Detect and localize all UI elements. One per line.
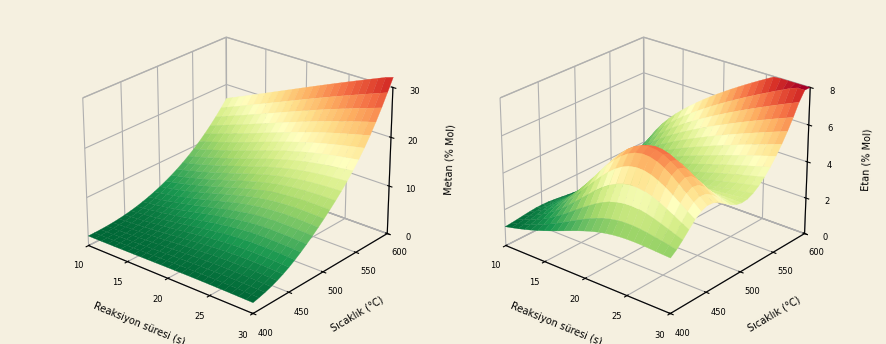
Y-axis label: Sıcaklık (°C): Sıcaklık (°C) — [329, 295, 385, 334]
X-axis label: Reaksiyon süresi (s): Reaksiyon süresi (s) — [509, 300, 603, 344]
X-axis label: Reaksiyon süresi (s): Reaksiyon süresi (s) — [91, 300, 186, 344]
Y-axis label: Sıcaklık (°C): Sıcaklık (°C) — [746, 295, 803, 334]
